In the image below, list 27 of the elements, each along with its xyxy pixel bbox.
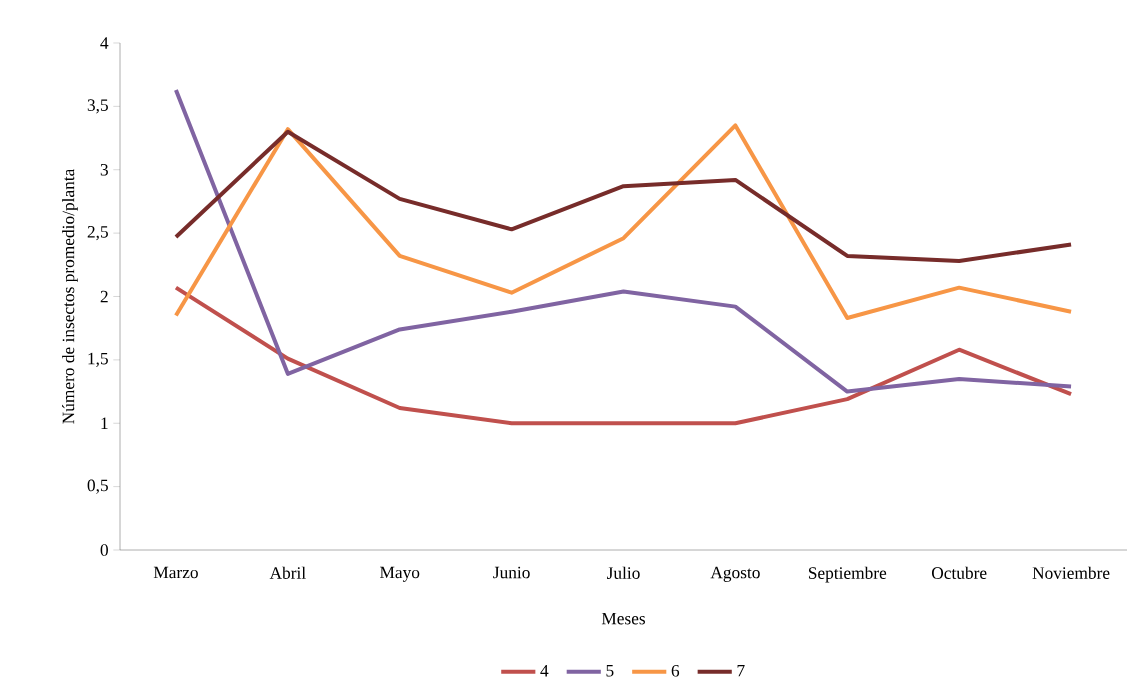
y-tick-label: 4 bbox=[100, 37, 109, 49]
y-tick-label: 1,5 bbox=[88, 352, 108, 367]
legend-label: 6 bbox=[671, 664, 680, 677]
x-tick-label: Marzo bbox=[153, 566, 198, 579]
x-tick-label: Agosto bbox=[710, 566, 760, 582]
y-tick-label: 2 bbox=[100, 290, 108, 303]
x-tick-label: Junio bbox=[493, 566, 530, 579]
line-series bbox=[173, 129, 1074, 264]
y-tick-label: 0 bbox=[100, 544, 108, 556]
y-axis-title: Número de insectos promedio/planta bbox=[62, 168, 78, 424]
y-tick-label: 0,5 bbox=[87, 479, 108, 494]
x-tick-label: Julio bbox=[607, 566, 640, 579]
legend-label: 7 bbox=[737, 665, 745, 677]
y-tick-label: 3 bbox=[100, 163, 108, 176]
y-tick-label: 2,5 bbox=[87, 226, 108, 241]
x-axis-title: Meses bbox=[601, 612, 646, 625]
x-tick-label: Octubre bbox=[931, 566, 987, 579]
line-series bbox=[173, 87, 1074, 394]
y-tick-label: 3,5 bbox=[87, 99, 108, 114]
legend-label: 5 bbox=[606, 665, 614, 677]
x-tick-label: Abril bbox=[269, 566, 306, 579]
y-tick-label: 1 bbox=[101, 417, 108, 429]
line-series bbox=[173, 123, 1074, 321]
x-tick-label: Noviembre bbox=[1032, 566, 1110, 579]
legend-label: 4 bbox=[540, 664, 549, 677]
x-tick-label: Septiembre bbox=[808, 566, 887, 583]
x-tick-label: Mayo bbox=[380, 566, 420, 582]
